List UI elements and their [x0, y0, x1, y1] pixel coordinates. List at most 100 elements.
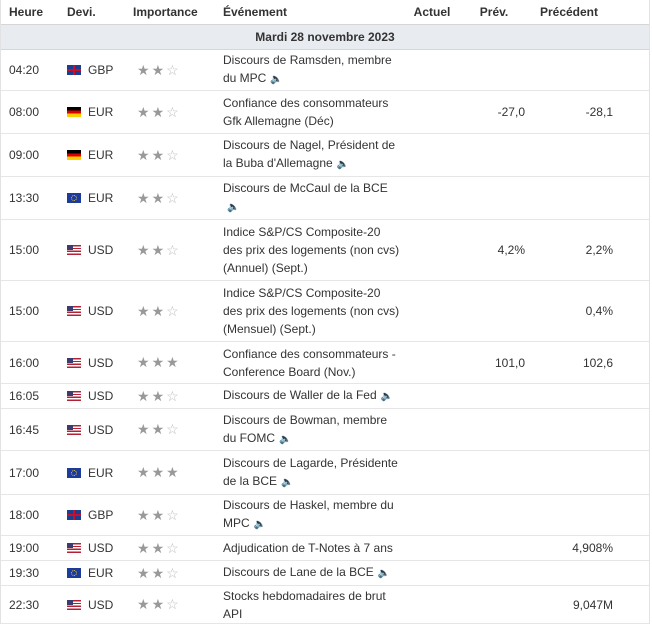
- event-name[interactable]: Discours de Lane de la BCE 🔈: [223, 563, 401, 583]
- header-currency[interactable]: Devi.: [67, 5, 96, 19]
- us-flag-icon: [67, 424, 81, 435]
- currency-code: GBP: [88, 508, 114, 522]
- event-title[interactable]: Confiance des consommateurs - Conference…: [223, 346, 396, 379]
- event-currency: EUR: [67, 191, 133, 205]
- event-name[interactable]: Discours de McCaul de la BCE 🔈: [223, 179, 401, 217]
- event-title[interactable]: Stocks hebdomadaires de brut API: [223, 588, 386, 621]
- event-row[interactable]: 04:20 GBP ★ ★ ☆ Discours de Ramsden, membre d…: [1, 50, 649, 91]
- event-title[interactable]: Discours de McCaul de la BCE: [223, 181, 388, 195]
- event-previous: 4,908%: [572, 541, 613, 555]
- currency-code: USD: [88, 355, 114, 370]
- event-time: 04:20: [9, 63, 40, 77]
- event-currency: USD: [67, 243, 133, 257]
- day-separator: Mardi 28 novembre 2023: [1, 25, 649, 50]
- event-title[interactable]: Indice S&P/CS Composite-20 des prix des …: [223, 225, 400, 275]
- eur-flag-icon: [67, 467, 81, 478]
- event-title[interactable]: Discours de Lagarde, Présidente de la BC…: [223, 455, 398, 488]
- event-row[interactable]: 08:00 EUR ★ ★ ☆ Confiance des consommateurs G…: [1, 91, 649, 134]
- star-icon: ☆: [166, 241, 179, 258]
- star-icon: ★: [137, 387, 150, 404]
- event-title[interactable]: Discours de Ramsden, membre du MPC: [223, 53, 392, 85]
- event-name[interactable]: Stocks hebdomadaires de brut API: [223, 587, 401, 623]
- event-row[interactable]: 17:00 EUR ★ ★ ★ Discours de Lagarde, Présiden…: [1, 451, 649, 495]
- event-row[interactable]: 09:00 EUR ★ ★ ☆ Discours de Nagel, Président …: [1, 134, 649, 177]
- event-row[interactable]: 19:00 USD ★ ★ ☆ Adjudication de T-Notes à 7 a…: [1, 536, 649, 561]
- event-row[interactable]: 18:00 GBP ★ ★ ☆ Discours de Haskel, membre du…: [1, 495, 649, 536]
- star-icon: ★: [151, 103, 165, 120]
- event-name[interactable]: Indice S&P/CS Composite-20 des prix des …: [223, 223, 401, 277]
- star-icon: ★: [151, 61, 165, 78]
- event-importance: ★ ★ ★: [133, 354, 223, 371]
- event-title[interactable]: Discours de Nagel, Président de la Buba …: [223, 138, 396, 170]
- event-title[interactable]: Indice S&P/CS Composite-20 des prix des …: [223, 286, 400, 336]
- event-name[interactable]: Confiance des consommateurs - Conference…: [223, 345, 401, 381]
- event-title[interactable]: Discours de Waller de la Fed: [223, 388, 377, 402]
- star-icon: ☆: [166, 596, 179, 612]
- header-time[interactable]: Heure: [9, 5, 44, 19]
- event-importance: ★ ★ ☆: [133, 104, 223, 121]
- event-time: 19:00: [9, 541, 40, 555]
- star-icon: ★: [151, 387, 165, 404]
- event-currency: EUR: [67, 105, 133, 119]
- star-icon: ★: [151, 464, 165, 480]
- event-name[interactable]: Confiance des consommateurs Gfk Allemagn…: [223, 94, 401, 130]
- event-name[interactable]: Discours de Bowman, membre du FOMC 🔈: [223, 411, 401, 449]
- event-name[interactable]: Discours de Lagarde, Présidente de la BC…: [223, 454, 401, 492]
- event-row[interactable]: 22:30 USD ★ ★ ☆ Stocks hebdomadaires de brut …: [1, 586, 649, 624]
- star-icon: ☆: [166, 421, 179, 437]
- currency-code: EUR: [88, 105, 114, 119]
- event-title[interactable]: Adjudication de T-Notes à 7 ans: [223, 541, 393, 555]
- event-row[interactable]: 19:30 EUR ★ ★ ☆ Discours de Lane de la BCE 🔈: [1, 561, 649, 586]
- event-previous: 102,6: [582, 355, 613, 370]
- event-title[interactable]: Discours de Lane de la BCE: [223, 565, 374, 579]
- economic-calendar: Heure Devi. Importance Événement Actuel …: [0, 0, 650, 624]
- star-icon: ☆: [166, 387, 179, 404]
- table-header: Heure Devi. Importance Événement Actuel …: [1, 0, 649, 25]
- event-row[interactable]: 16:05 USD ★ ★ ☆ Discours de Waller de la Fed 🔈: [1, 384, 649, 409]
- event-previous: 9,047M: [572, 597, 613, 612]
- event-importance: ★ ★ ☆: [133, 421, 223, 438]
- event-row[interactable]: 13:30 EUR ★ ★ ☆ Discours de McCaul de la BCE🔈: [1, 177, 649, 220]
- event-currency: GBP: [67, 508, 133, 522]
- event-row[interactable]: 16:45 USD ★ ★ ☆ Discours de Bowman, membre du…: [1, 409, 649, 451]
- event-title[interactable]: Confiance des consommateurs Gfk Allemagn…: [223, 96, 389, 128]
- event-previous: 0,4%: [585, 304, 613, 318]
- currency-code: EUR: [88, 191, 114, 205]
- event-row[interactable]: 16:00 USD ★ ★ ★ Confiance des consommateurs -…: [1, 342, 649, 384]
- event-name[interactable]: Adjudication de T-Notes à 7 ans: [223, 539, 401, 557]
- event-time: 22:30: [9, 597, 40, 612]
- event-time: 15:00: [9, 304, 40, 318]
- event-importance: ★ ★ ★: [133, 464, 223, 481]
- de-flag-icon: [67, 107, 81, 117]
- event-row[interactable]: 15:00 USD ★ ★ ☆ Indice S&P/CS Composite-20 de…: [1, 281, 649, 342]
- event-title[interactable]: Discours de Haskel, membre du MPC: [223, 498, 394, 530]
- header-forecast[interactable]: Prév.: [479, 5, 509, 19]
- star-icon: ★: [137, 464, 150, 480]
- event-name[interactable]: Discours de Haskel, membre du MPC 🔈: [223, 496, 401, 534]
- event-forecast: 101,0: [494, 355, 525, 370]
- star-icon: ★: [151, 421, 165, 437]
- event-currency: EUR: [67, 148, 133, 162]
- star-icon: ★: [166, 354, 179, 370]
- de-flag-icon: [67, 150, 81, 160]
- gbp-flag-icon: [67, 510, 81, 520]
- star-icon: ☆: [166, 146, 179, 163]
- star-icon: ★: [137, 506, 150, 523]
- event-name[interactable]: Indice S&P/CS Composite-20 des prix des …: [223, 284, 401, 338]
- header-event[interactable]: Événement: [223, 5, 288, 19]
- event-name[interactable]: Discours de Waller de la Fed 🔈: [223, 386, 401, 406]
- event-name[interactable]: Discours de Nagel, Président de la Buba …: [223, 136, 401, 174]
- event-importance: ★ ★ ☆: [133, 303, 223, 320]
- star-icon: ☆: [166, 61, 179, 78]
- event-name[interactable]: Discours de Ramsden, membre du MPC 🔈: [223, 51, 401, 89]
- event-importance: ★ ★ ☆: [133, 62, 223, 79]
- event-currency: USD: [67, 423, 133, 437]
- event-title[interactable]: Discours de Bowman, membre du FOMC: [223, 412, 388, 445]
- header-actual[interactable]: Actuel: [413, 5, 451, 19]
- event-currency: USD: [67, 304, 133, 318]
- header-importance[interactable]: Importance: [133, 5, 198, 19]
- event-row[interactable]: 15:00 USD ★ ★ ☆ Indice S&P/CS Composite-20 de…: [1, 220, 649, 281]
- currency-code: USD: [88, 304, 114, 318]
- header-previous[interactable]: Précédent: [539, 5, 599, 19]
- star-icon: ★: [137, 241, 150, 258]
